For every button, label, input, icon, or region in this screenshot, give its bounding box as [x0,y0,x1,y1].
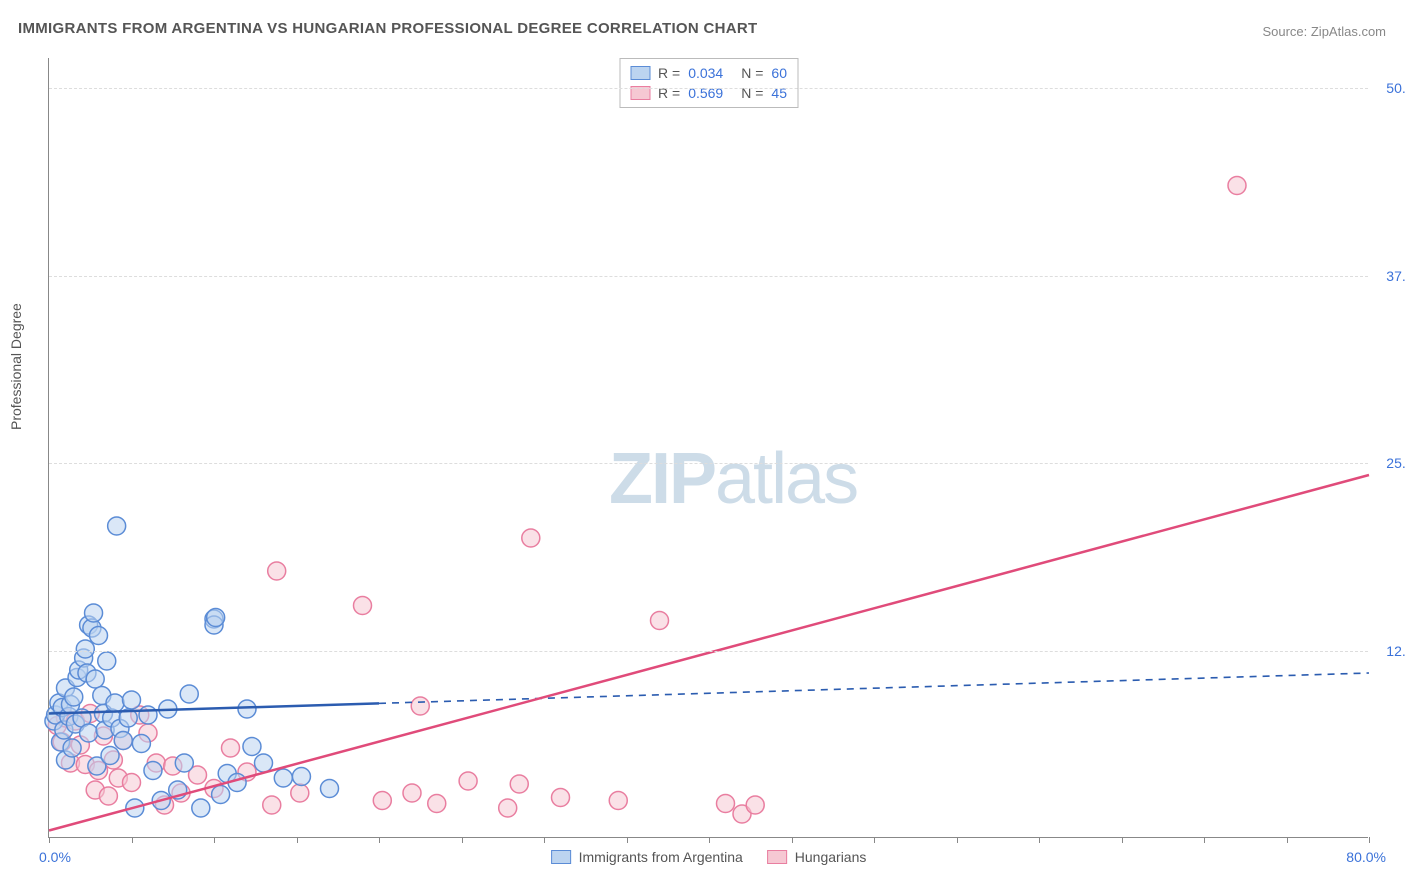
data-point [106,694,124,712]
legend-series-item: Immigrants from Argentina [551,849,743,865]
legend-swatch [767,850,787,864]
legend-r-value: 0.034 [688,65,723,81]
data-point [292,768,310,786]
legend-row: R = 0.034 N = 60 [630,63,787,83]
correlation-legend: R = 0.034 N = 60 R = 0.569N = 45 [619,58,798,108]
data-point [65,688,83,706]
data-point [459,772,477,790]
x-tick [1287,837,1288,843]
x-tick [792,837,793,843]
data-point [321,780,339,798]
legend-series-label: Hungarians [795,849,867,865]
y-tick-label: 37.5% [1386,268,1406,284]
gridline [49,463,1368,464]
data-point [291,784,309,802]
data-point [274,769,292,787]
legend-swatch [551,850,571,864]
data-point [99,787,117,805]
data-point [522,529,540,547]
legend-series-label: Immigrants from Argentina [579,849,743,865]
data-point [222,739,240,757]
data-point [192,799,210,817]
data-point [411,697,429,715]
x-tick [544,837,545,843]
gridline [49,276,1368,277]
trend-line [49,475,1369,831]
data-point [123,691,141,709]
data-point [263,796,281,814]
x-axis-min-label: 0.0% [39,849,71,865]
data-point [80,724,98,742]
data-point [90,627,108,645]
x-tick [1369,837,1370,843]
data-point [255,754,273,772]
source-attribution: Source: ZipAtlas.com [1262,24,1386,39]
y-axis-label: Professional Degree [8,303,24,430]
x-tick [709,837,710,843]
legend-row: R = 0.569N = 45 [630,83,787,103]
data-point [86,670,104,688]
data-point [510,775,528,793]
x-tick [957,837,958,843]
x-tick [297,837,298,843]
data-point [1228,177,1246,195]
data-point [243,738,261,756]
data-point [76,640,94,658]
x-tick [1122,837,1123,843]
series-legend: Immigrants from Argentina Hungarians [551,849,867,865]
chart-title: IMMIGRANTS FROM ARGENTINA VS HUNGARIAN P… [18,20,757,37]
data-point [212,786,230,804]
x-tick [214,837,215,843]
data-point [108,517,126,535]
x-tick [1204,837,1205,843]
scatter-plot-svg [49,58,1368,837]
x-tick [462,837,463,843]
data-point [499,799,517,817]
legend-series-item: Hungarians [767,849,867,865]
data-point [114,732,132,750]
gridline [49,88,1368,89]
data-point [373,792,391,810]
legend-n-value: 60 [771,65,787,81]
data-point [139,706,157,724]
data-point [101,747,119,765]
data-point [428,795,446,813]
data-point [98,652,116,670]
data-point [403,784,421,802]
x-tick [379,837,380,843]
data-point [354,597,372,615]
data-point [144,762,162,780]
y-tick-label: 12.5% [1386,643,1406,659]
legend-n-label: N = [741,65,763,81]
chart-plot-area: ZIPatlas R = 0.034N = 60R = 0.569N = 45 … [48,58,1368,838]
data-point [175,754,193,772]
gridline [49,651,1368,652]
trend-line-extrapolated [379,673,1369,703]
data-point [552,789,570,807]
data-point [609,792,627,810]
data-point [651,612,669,630]
data-point [132,735,150,753]
data-point [207,609,225,627]
data-point [717,795,735,813]
data-point [123,774,141,792]
x-tick [627,837,628,843]
legend-r-label: R = [658,65,680,81]
data-point [746,796,764,814]
data-point [85,604,103,622]
data-point [63,739,81,757]
y-tick-label: 25.0% [1386,455,1406,471]
x-axis-max-label: 80.0% [1346,849,1386,865]
x-tick [1039,837,1040,843]
data-point [238,700,256,718]
x-tick [132,837,133,843]
data-point [268,562,286,580]
legend-swatch [630,66,650,80]
y-tick-label: 50.0% [1386,80,1406,96]
data-point [180,685,198,703]
x-tick [874,837,875,843]
x-tick [49,837,50,843]
